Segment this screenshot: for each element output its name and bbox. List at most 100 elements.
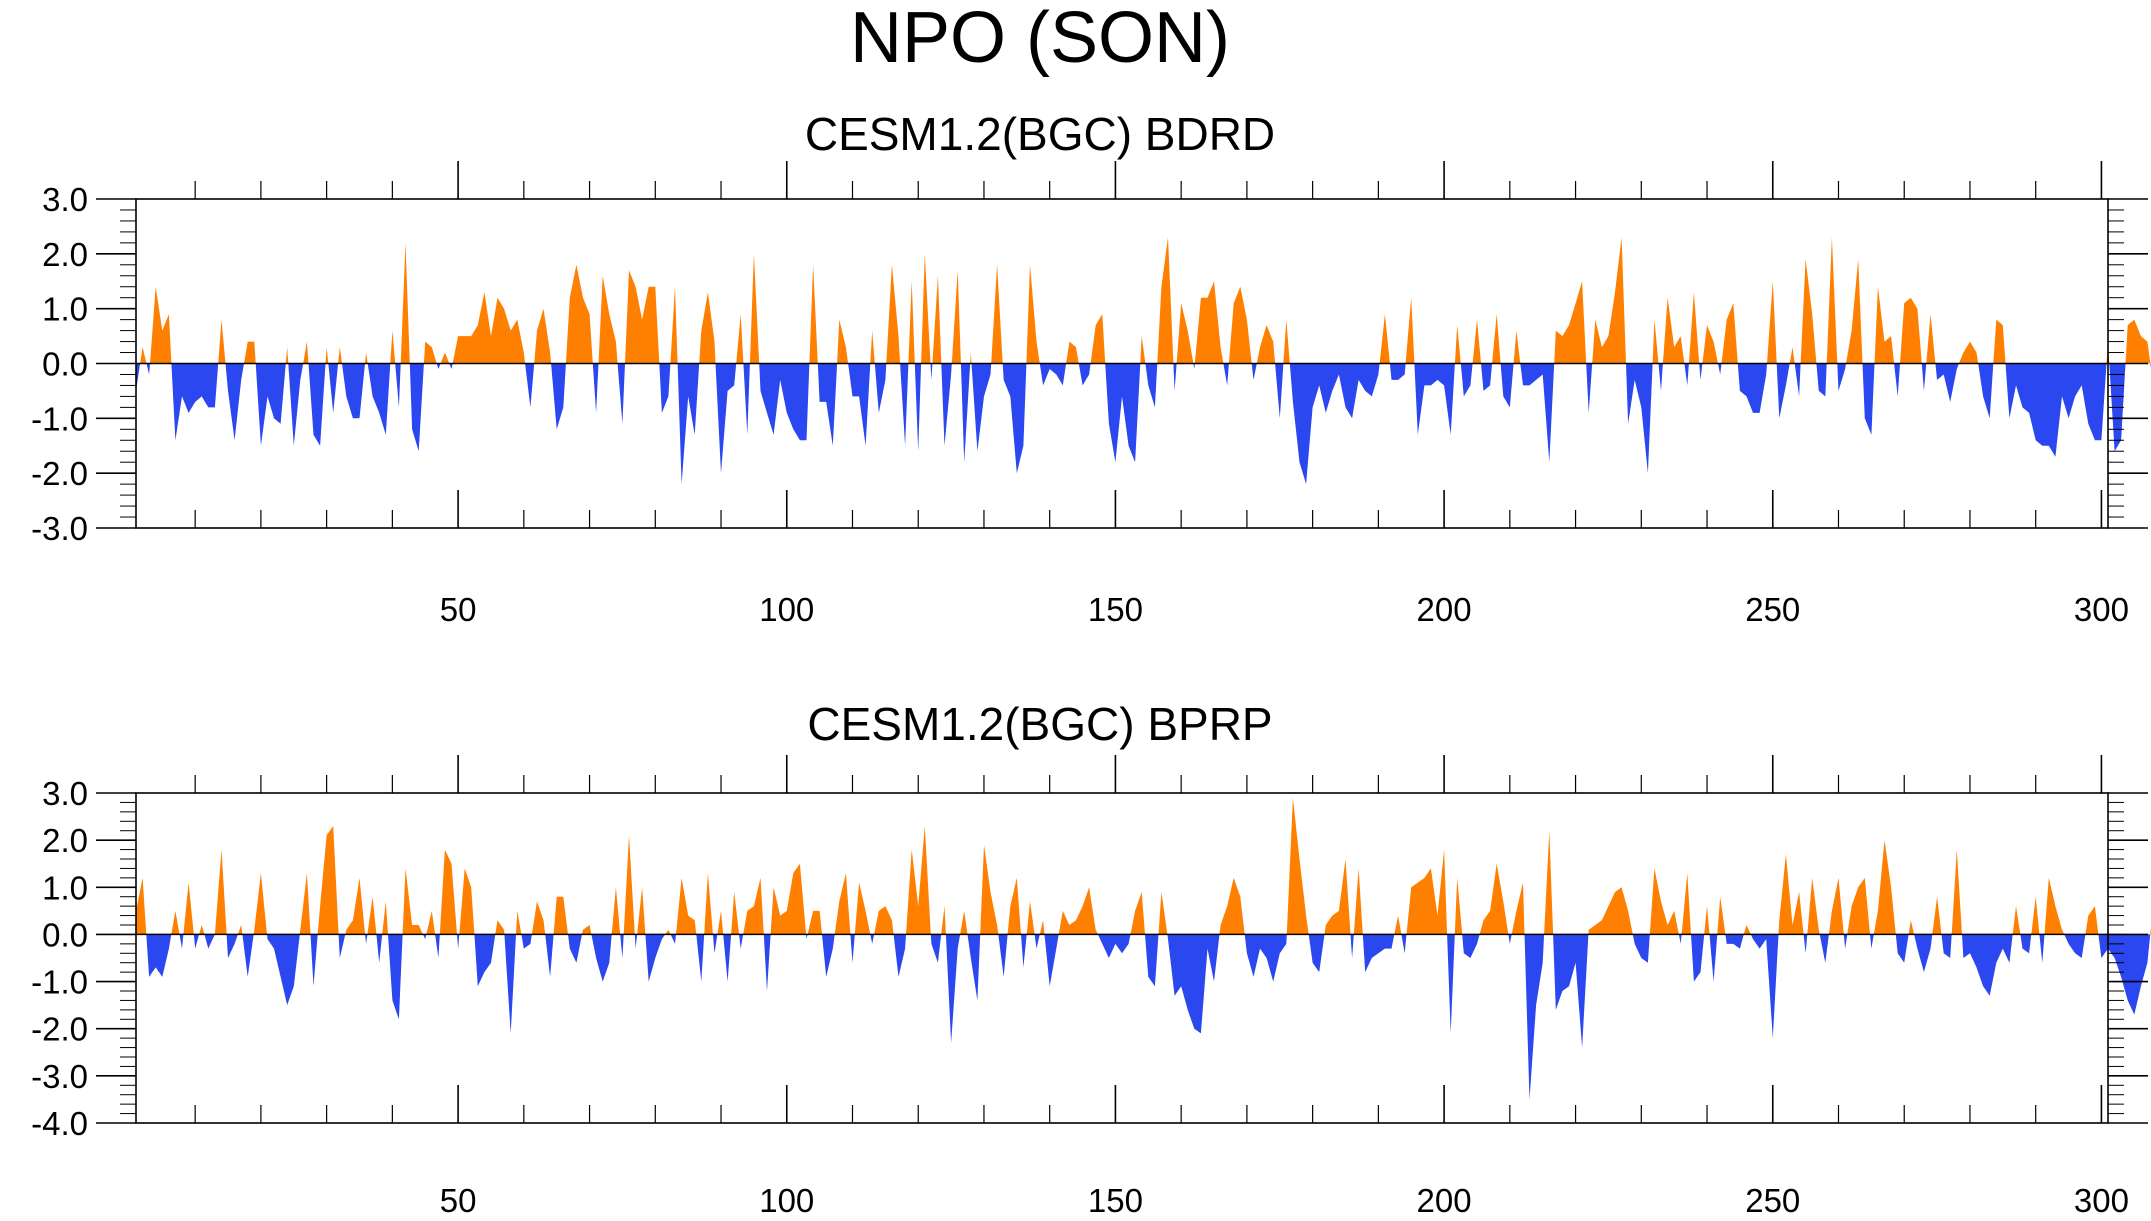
positive-area (382, 901, 388, 935)
negative-area (1894, 363, 1900, 397)
positive-area (452, 292, 526, 364)
positive-area (1681, 873, 1691, 935)
y-tick-label: 1.0 (42, 291, 88, 328)
negative-area (591, 934, 612, 982)
positive-area (1026, 901, 1035, 935)
negative-area (1500, 363, 1514, 408)
negative-area (474, 934, 496, 987)
negative-area (1244, 934, 1287, 982)
positive-area (402, 868, 423, 935)
positive-area (1662, 297, 1685, 364)
positive-area (565, 264, 593, 364)
negative-area (1078, 363, 1091, 386)
x-tick-label: 200 (1417, 1182, 1472, 1219)
negative-area (893, 934, 906, 977)
negative-area (1097, 934, 1131, 958)
negative-area (1289, 363, 1380, 485)
negative-area (376, 934, 383, 963)
positive-area (1959, 341, 1979, 364)
negative-area (1223, 363, 1229, 386)
negative-area (1678, 934, 1682, 944)
positive-area (1405, 297, 1415, 364)
positive-area (1058, 887, 1098, 935)
positive-area (218, 319, 226, 364)
positive-area (717, 910, 724, 935)
negative-area (193, 934, 200, 949)
negative-area (743, 363, 750, 435)
positive-area (991, 264, 1003, 364)
negative-area (1362, 934, 1395, 973)
positive-area (183, 882, 194, 935)
positive-area (743, 877, 764, 935)
positive-area (1007, 877, 1021, 935)
positive-area (136, 877, 147, 935)
negative-area (255, 363, 286, 446)
positive-area (665, 929, 671, 935)
panel-title: CESM1.2(BGC) BPRP (807, 698, 1272, 750)
negative-area (1935, 363, 1959, 402)
positive-area (317, 826, 339, 935)
positive-area (390, 330, 396, 364)
positive-area (1283, 319, 1290, 364)
negative-area (1167, 934, 1220, 1034)
positive-area (809, 264, 818, 364)
negative-area (136, 363, 141, 391)
positive-area (1479, 863, 1509, 935)
negative-area (1750, 934, 1779, 1039)
positive-area (1353, 868, 1363, 935)
positive-area (299, 873, 311, 935)
x-tick-label: 150 (1088, 1182, 1143, 1219)
negative-area (449, 363, 453, 369)
negative-area (2039, 934, 2045, 963)
positive-area (1743, 925, 1751, 935)
positive-area (625, 270, 660, 364)
positive-area (932, 275, 942, 364)
x-tick-label: 200 (1417, 591, 1472, 628)
panel-bprp: CESM1.2(BGC) BPRP 50 100 150 200 250 300 -4.0 -… (31, 698, 2151, 1219)
negative-area (1658, 363, 1663, 391)
positive-area (960, 910, 968, 935)
positive-area (1873, 840, 1896, 935)
plot-frame (135, 792, 2109, 1124)
negative-area (1553, 934, 1589, 1048)
y-tick-label: 2.0 (42, 822, 88, 859)
x-tick-label: 300 (2074, 591, 2129, 628)
positive-area (676, 877, 697, 935)
negative-area (677, 363, 700, 485)
positive-area (1704, 906, 1710, 935)
y-tick-label: -2.0 (31, 1011, 88, 1048)
negative-area (998, 934, 1008, 977)
negative-area (822, 934, 835, 977)
positive-area (2125, 319, 2151, 364)
positive-area (908, 281, 915, 364)
positive-area (1800, 259, 1817, 364)
positive-area (1767, 281, 1777, 364)
positive-area (531, 901, 546, 935)
positive-area (1511, 882, 1525, 935)
y-tick-label: -2.0 (31, 455, 88, 492)
positive-area (1592, 237, 1626, 364)
positive-area (1807, 877, 1820, 935)
positive-area (1140, 336, 1146, 364)
negative-area (342, 363, 365, 419)
negative-area (1684, 363, 1689, 386)
positive-area (807, 910, 822, 935)
positive-area (1228, 286, 1252, 364)
negative-area (1524, 934, 1545, 1100)
positive-area (1951, 849, 1962, 935)
negative-area (338, 934, 346, 958)
positive-area (770, 863, 807, 935)
negative-area (1978, 363, 1994, 419)
negative-area (620, 934, 624, 958)
negative-area (1691, 934, 1705, 982)
negative-area (712, 934, 718, 954)
positive-area (1039, 920, 1045, 935)
positive-area (906, 826, 931, 935)
positive-area (1472, 319, 1481, 364)
positive-area (1066, 341, 1079, 364)
positive-area (439, 849, 457, 935)
y-tick-label: 3.0 (42, 181, 88, 218)
x-tick-label: 100 (759, 591, 814, 628)
x-tick-label: 50 (440, 1182, 477, 1219)
negative-area (960, 363, 971, 463)
